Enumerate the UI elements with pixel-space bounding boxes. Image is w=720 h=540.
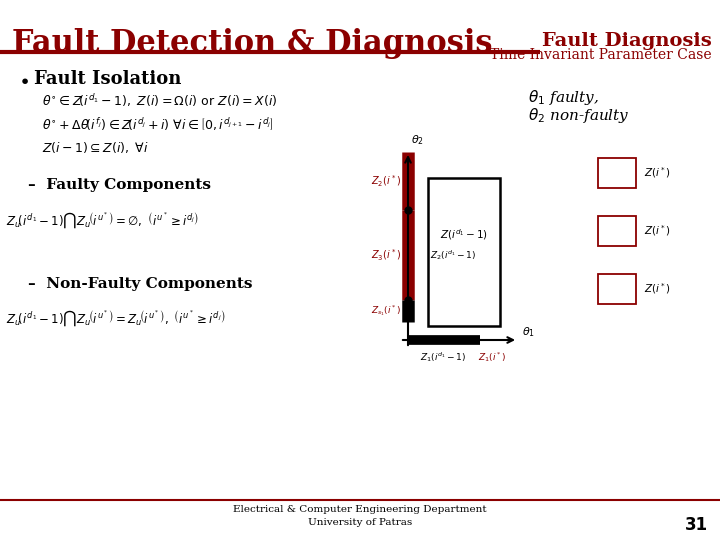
- Text: Fault Isolation: Fault Isolation: [34, 70, 181, 88]
- Text: $Z_3(i^*)$: $Z_3(i^*)$: [371, 247, 401, 262]
- Text: Fault Detection & Diagnosis: Fault Detection & Diagnosis: [12, 28, 492, 59]
- Text: $Z_2(i^{d_1}-1)$: $Z_2(i^{d_1}-1)$: [430, 248, 476, 262]
- Text: University of Patras: University of Patras: [308, 518, 412, 527]
- Text: $Z_1(i^{d_1}-1)$: $Z_1(i^{d_1}-1)$: [420, 350, 466, 364]
- Text: –  Non-Faulty Components: – Non-Faulty Components: [28, 277, 253, 291]
- Text: $Z(i^{d_1}-1)$: $Z(i^{d_1}-1)$: [440, 227, 488, 241]
- Text: $\theta^{\circ}+\Delta\theta\!\left(i^{f_j}\right)\in Z\!\left(i^{d_j}+i\right)\: $\theta^{\circ}+\Delta\theta\!\left(i^{f…: [42, 116, 274, 133]
- Bar: [598, 158, 636, 188]
- Bar: [428, 178, 500, 326]
- Text: Electrical & Computer Engineering Department: Electrical & Computer Engineering Depart…: [233, 505, 487, 514]
- Text: $Z_1(i^*)$: $Z_1(i^*)$: [478, 350, 506, 364]
- Text: $\theta_1$: $\theta_1$: [522, 325, 535, 339]
- Text: $Z_u\!\left(i^{d_1}-1\right)\bigcap Z_u\!\left(i^{u^*}\right)=\varnothing,\ \lef: $Z_u\!\left(i^{d_1}-1\right)\bigcap Z_u\…: [6, 210, 199, 230]
- Text: $Z(i-1)\subseteq Z(i),\ \forall i$: $Z(i-1)\subseteq Z(i),\ \forall i$: [42, 140, 149, 155]
- Text: $\theta^{\circ} \in Z\!\left(i^{d_1}-1\right),\ Z(i)=\Omega(i)\ \mathrm{or}\ Z(i: $\theta^{\circ} \in Z\!\left(i^{d_1}-1\r…: [42, 92, 277, 109]
- Text: $\theta_2$ non-faulty: $\theta_2$ non-faulty: [528, 106, 630, 125]
- Text: $\theta_2$: $\theta_2$: [411, 133, 424, 147]
- Text: $Z(i^*)$: $Z(i^*)$: [644, 166, 671, 180]
- Text: –  Faulty Components: – Faulty Components: [28, 178, 211, 192]
- Text: $Z(i^*)$: $Z(i^*)$: [644, 281, 671, 296]
- Text: $Z_{s_1}(i^*)$: $Z_{s_1}(i^*)$: [371, 303, 401, 319]
- Text: 31: 31: [685, 516, 708, 534]
- Text: Fault Diagnosis: Fault Diagnosis: [542, 32, 712, 50]
- Text: Time Invariant Parameter Case: Time Invariant Parameter Case: [490, 48, 712, 62]
- Text: $\theta_1$ faulty,: $\theta_1$ faulty,: [528, 88, 599, 107]
- Bar: [598, 216, 636, 246]
- Text: $Z(i^*)$: $Z(i^*)$: [644, 224, 671, 238]
- Text: $\bullet$: $\bullet$: [18, 70, 29, 89]
- Text: $Z_u\!\left(i^{d_1}-1\right)\bigcap Z_u\!\left(i^{u^*}\right)=Z_u\!\left(i^{u^*}: $Z_u\!\left(i^{d_1}-1\right)\bigcap Z_u\…: [6, 308, 225, 328]
- Text: $Z_2(i^*)$: $Z_2(i^*)$: [371, 173, 401, 188]
- Bar: [598, 274, 636, 304]
